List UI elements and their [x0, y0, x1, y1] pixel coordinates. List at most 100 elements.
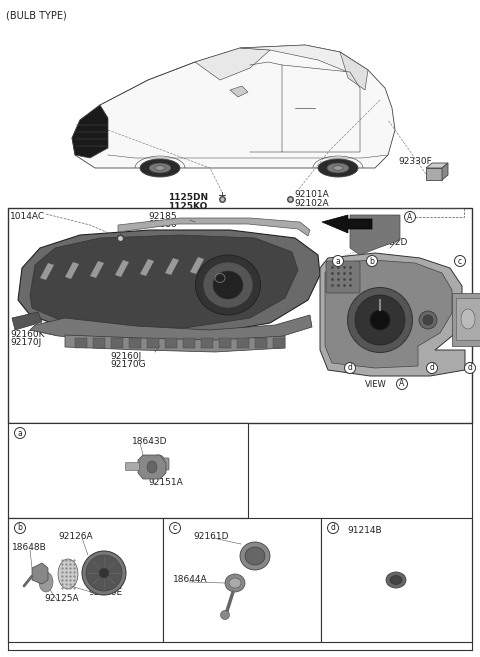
Ellipse shape	[39, 572, 53, 592]
Text: 1014AC: 1014AC	[10, 212, 45, 221]
Text: (BULB TYPE): (BULB TYPE)	[6, 10, 67, 20]
Ellipse shape	[152, 455, 164, 463]
Polygon shape	[118, 218, 310, 236]
Polygon shape	[18, 230, 320, 335]
Text: 92160K: 92160K	[10, 330, 45, 339]
Ellipse shape	[245, 547, 265, 565]
FancyBboxPatch shape	[129, 338, 141, 348]
Ellipse shape	[423, 315, 433, 325]
Text: 92186: 92186	[148, 220, 177, 229]
FancyBboxPatch shape	[326, 261, 360, 293]
Ellipse shape	[58, 559, 78, 589]
Ellipse shape	[225, 574, 245, 592]
Ellipse shape	[327, 163, 349, 173]
Polygon shape	[240, 45, 368, 75]
Ellipse shape	[149, 163, 171, 173]
FancyBboxPatch shape	[321, 518, 472, 642]
Polygon shape	[65, 335, 285, 352]
FancyBboxPatch shape	[8, 518, 163, 642]
Ellipse shape	[229, 578, 241, 588]
Circle shape	[367, 256, 377, 267]
Text: 92330F: 92330F	[398, 157, 432, 166]
Text: d: d	[348, 363, 352, 373]
Ellipse shape	[461, 309, 475, 329]
Text: 92185: 92185	[148, 212, 177, 221]
Polygon shape	[138, 455, 166, 479]
Text: 92160J: 92160J	[110, 352, 141, 361]
Circle shape	[396, 378, 408, 390]
Polygon shape	[30, 315, 312, 345]
Text: 92161D: 92161D	[193, 532, 228, 541]
Polygon shape	[320, 253, 465, 376]
Circle shape	[327, 522, 338, 533]
Ellipse shape	[86, 555, 122, 591]
Polygon shape	[12, 312, 42, 330]
Text: 92140E: 92140E	[88, 588, 122, 597]
Ellipse shape	[333, 166, 343, 170]
Ellipse shape	[390, 576, 402, 585]
Ellipse shape	[195, 255, 261, 315]
Circle shape	[345, 363, 356, 373]
Circle shape	[169, 522, 180, 533]
Polygon shape	[140, 259, 154, 276]
Polygon shape	[40, 263, 54, 280]
FancyBboxPatch shape	[237, 338, 249, 348]
FancyBboxPatch shape	[183, 338, 195, 348]
FancyBboxPatch shape	[201, 338, 213, 348]
Polygon shape	[350, 215, 400, 255]
Ellipse shape	[386, 572, 406, 588]
Ellipse shape	[140, 159, 180, 177]
Polygon shape	[340, 52, 368, 90]
FancyBboxPatch shape	[219, 338, 231, 348]
Ellipse shape	[147, 461, 157, 473]
Polygon shape	[30, 235, 298, 328]
Polygon shape	[195, 48, 270, 80]
FancyBboxPatch shape	[147, 338, 159, 348]
Text: 92170G: 92170G	[110, 360, 145, 369]
Text: b: b	[370, 256, 374, 265]
Text: d: d	[331, 524, 336, 533]
Polygon shape	[32, 563, 48, 584]
Ellipse shape	[348, 288, 412, 353]
Polygon shape	[325, 260, 452, 368]
Circle shape	[14, 428, 25, 438]
Text: a: a	[336, 256, 340, 265]
FancyBboxPatch shape	[147, 458, 169, 470]
FancyBboxPatch shape	[8, 423, 248, 518]
Polygon shape	[72, 105, 108, 158]
Text: a: a	[18, 428, 23, 438]
Text: 18644A: 18644A	[173, 575, 208, 584]
FancyBboxPatch shape	[456, 298, 480, 340]
Text: 1125DN: 1125DN	[168, 193, 208, 202]
Polygon shape	[165, 258, 179, 275]
Polygon shape	[452, 293, 480, 346]
Text: 1125KO: 1125KO	[168, 202, 207, 211]
Text: b: b	[18, 524, 23, 533]
Ellipse shape	[419, 311, 437, 329]
Ellipse shape	[213, 271, 243, 299]
FancyBboxPatch shape	[165, 338, 177, 348]
Text: 92102A: 92102A	[294, 199, 329, 208]
Text: d: d	[430, 363, 434, 373]
Text: c: c	[458, 256, 462, 265]
Circle shape	[405, 212, 416, 223]
Text: 92126A: 92126A	[58, 532, 93, 541]
FancyBboxPatch shape	[111, 338, 123, 348]
Circle shape	[14, 522, 25, 533]
Polygon shape	[72, 45, 395, 168]
Text: d: d	[468, 363, 472, 373]
FancyBboxPatch shape	[125, 463, 140, 470]
Polygon shape	[65, 262, 79, 279]
Text: VIEW: VIEW	[365, 380, 387, 389]
FancyBboxPatch shape	[75, 338, 87, 348]
Text: A: A	[408, 212, 413, 221]
Polygon shape	[115, 260, 129, 277]
Polygon shape	[322, 215, 372, 233]
FancyBboxPatch shape	[426, 168, 442, 180]
Polygon shape	[215, 256, 229, 273]
Polygon shape	[230, 86, 248, 97]
Text: 18643D: 18643D	[132, 437, 168, 446]
Text: 92132D: 92132D	[372, 238, 408, 247]
Text: c: c	[173, 524, 177, 533]
Text: 92131: 92131	[372, 230, 401, 239]
